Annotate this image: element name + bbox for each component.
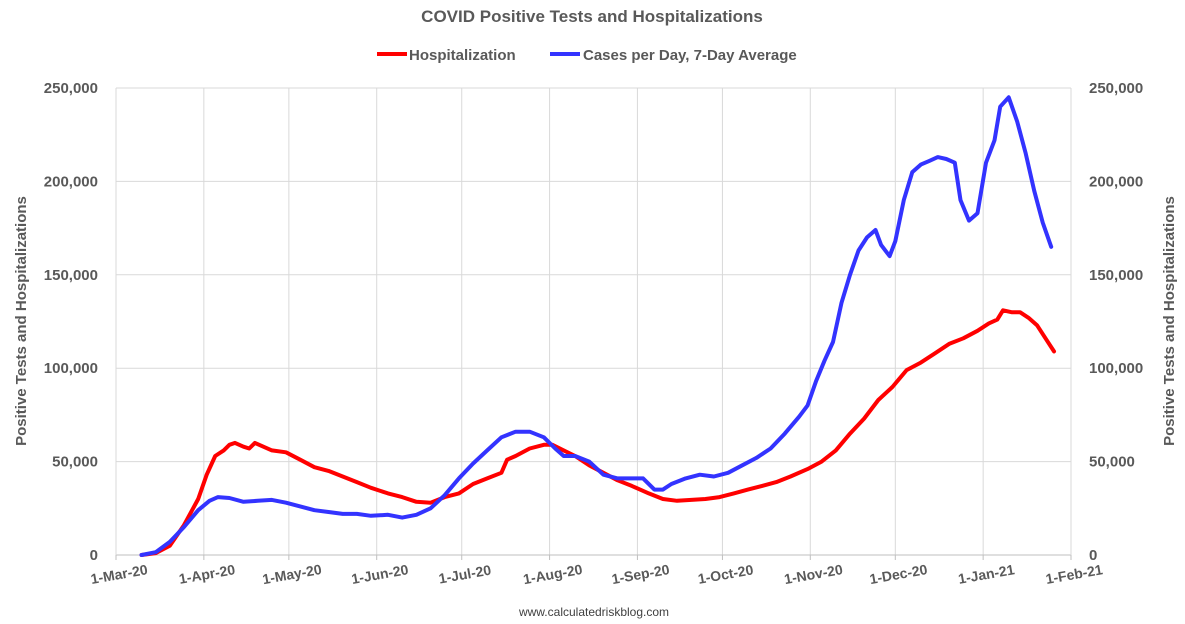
plot-area — [139, 95, 1056, 557]
x-tick-label: 1-Jun-20 — [350, 561, 410, 587]
x-tick-label: 1-Dec-20 — [868, 561, 928, 587]
series-line-cases — [139, 95, 1054, 557]
x-tick-label: 1-Mar-20 — [89, 561, 149, 587]
y-tick-label-right: 50,000 — [1089, 454, 1135, 471]
y-tick-label-left: 0 — [90, 547, 98, 564]
x-tick-label: 1-Jul-20 — [437, 562, 492, 587]
legend: Hospitalization Cases per Day, 7-Day Ave… — [377, 47, 797, 64]
y-tick-label-left: 100,000 — [44, 360, 98, 377]
y-tick-label-right: 100,000 — [1089, 360, 1143, 377]
chart-title: COVID Positive Tests and Hospitalization… — [421, 7, 763, 26]
y-tick-label-left: 250,000 — [44, 80, 98, 97]
y-axis-title-left: Positive Tests and Hospitalizations — [13, 196, 30, 446]
gridlines — [116, 87, 1071, 555]
x-tick-label: 1-Sep-20 — [610, 561, 670, 587]
legend-label-cases: Cases per Day, 7-Day Average — [583, 47, 797, 64]
x-tick-label: 1-Jan-21 — [957, 561, 1016, 587]
y-tick-label-right: 0 — [1089, 547, 1097, 564]
y-tick-label-right: 250,000 — [1089, 80, 1143, 97]
legend-label-hospitalization: Hospitalization — [409, 47, 516, 64]
y-tick-label-left: 150,000 — [44, 267, 98, 284]
series-line-hospitalization — [139, 308, 1056, 557]
x-tick-label: 1-Aug-20 — [522, 561, 584, 587]
y-tick-label-right: 200,000 — [1089, 173, 1143, 190]
source-credit: www.calculatedriskblog.com — [518, 605, 669, 619]
x-tick-label: 1-Apr-20 — [178, 561, 237, 587]
x-tick-label: 1-Nov-20 — [783, 561, 844, 587]
x-tick-label: 1-Oct-20 — [697, 561, 755, 587]
tick-labels: 0 0 50,000 50,000 100,000 100,000 150,000 150,0… — [44, 80, 1143, 587]
y-axis-title-right: Positive Tests and Hospitalizations — [1161, 196, 1178, 446]
y-tick-label-right: 150,000 — [1089, 267, 1143, 284]
y-tick-label-left: 50,000 — [52, 454, 98, 471]
x-tick-label: 1-May-20 — [261, 561, 323, 587]
x-tick-label: 1-Feb-21 — [1044, 561, 1104, 587]
axes — [115, 88, 1072, 560]
y-tick-label-left: 200,000 — [44, 173, 98, 190]
